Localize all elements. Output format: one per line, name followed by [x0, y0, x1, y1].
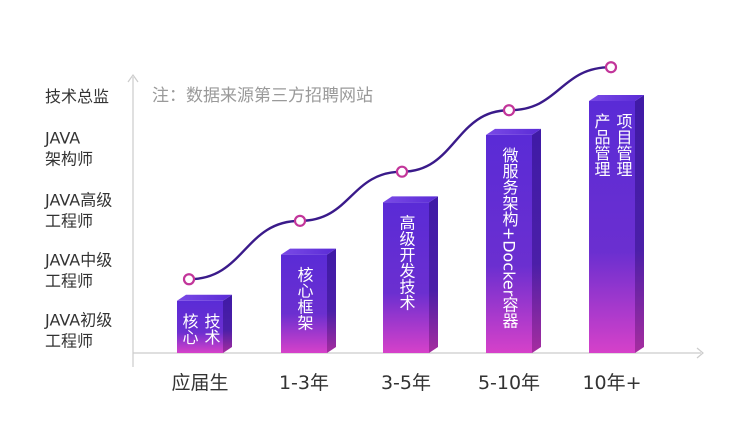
curve-point: [293, 214, 307, 227]
source-note: 注：数据来源第三方招聘网站: [152, 86, 373, 106]
y-tick-label: JAVA中级: [44, 251, 112, 270]
bar-side: [429, 196, 438, 353]
bar-label: 技术: [202, 313, 221, 345]
x-tick-label: 应届生: [171, 372, 228, 394]
bars: 核心 技术 核心框架 高级开发技术 微服务架构+Docker容器 产品管理 项目管理: [177, 95, 644, 353]
y-tick-label: 工程师: [45, 272, 93, 291]
bar-label: 产品管理: [592, 113, 611, 177]
bar-label: 微服务架构+Docker容器: [500, 147, 519, 329]
bar-front: [589, 101, 635, 353]
bar-top: [177, 294, 232, 301]
bar-side: [327, 248, 336, 353]
x-tick-label: 3-5年: [381, 372, 431, 394]
bar-front: [281, 254, 327, 353]
y-tick-label: 架构师: [45, 150, 93, 169]
bar-label: 核心框架: [295, 267, 314, 331]
bar-side: [532, 128, 541, 353]
bar-label: 核心: [180, 313, 199, 345]
bar-side: [635, 95, 644, 353]
x-axis-arrow: [696, 347, 704, 359]
bar-top: [281, 248, 336, 255]
bar: 核心 技术: [177, 294, 232, 353]
x-tick-label: 10年+: [582, 372, 641, 394]
bar: 产品管理 项目管理: [589, 95, 644, 353]
y-tick-label: 工程师: [45, 212, 93, 231]
bar-side: [223, 294, 232, 353]
y-tick-label: JAVA初级: [44, 311, 112, 330]
trend-curve: [182, 61, 618, 286]
x-tick-label: 5-10年: [478, 372, 540, 394]
bar-front: [486, 134, 532, 353]
bar-top: [589, 95, 644, 102]
y-tick-label: 技术总监: [45, 87, 109, 106]
bar-top: [486, 128, 541, 135]
curve-point: [502, 104, 516, 117]
bar: 微服务架构+Docker容器: [486, 128, 541, 353]
x-axis-labels: 应届生 1-3年 3-5年 5-10年 10年+: [171, 372, 641, 394]
curve-point: [182, 273, 196, 286]
curve-point: [395, 165, 409, 178]
bar: 高级开发技术: [383, 196, 438, 353]
curve-point: [604, 61, 618, 74]
bar-top: [383, 196, 438, 203]
x-tick-label: 1-3年: [279, 372, 329, 394]
bar-label: 高级开发技术: [397, 214, 416, 310]
y-tick-label: JAVA: [44, 129, 80, 148]
y-axis-arrow: [127, 73, 139, 83]
bar-front: [383, 202, 429, 353]
bar-front: [177, 300, 223, 353]
y-tick-label: JAVA高级: [44, 191, 112, 210]
y-tick-label: 工程师: [45, 332, 93, 351]
bar: 核心框架: [281, 248, 336, 353]
bar-label: 项目管理: [614, 113, 633, 177]
